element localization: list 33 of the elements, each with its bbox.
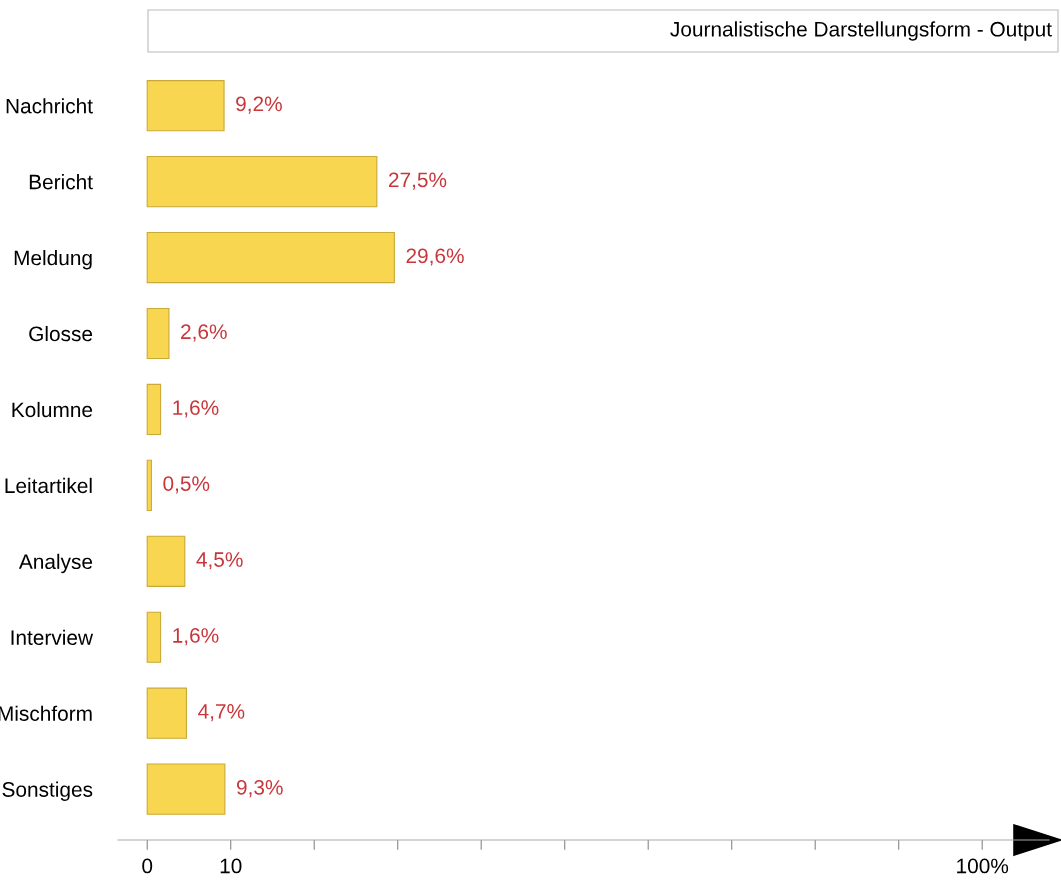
data-label: 29,6% bbox=[406, 248, 464, 266]
y-tick-label: Kolumne bbox=[12, 401, 93, 418]
y-tick-label: Bericht bbox=[29, 174, 93, 190]
data-label: 0,5% bbox=[163, 476, 210, 494]
y-tick-label: Leitartikel bbox=[5, 477, 92, 494]
bar bbox=[146, 156, 378, 208]
bar bbox=[146, 383, 162, 436]
data-label: 1,6% bbox=[173, 628, 219, 646]
bar bbox=[146, 231, 395, 284]
bar bbox=[146, 307, 170, 360]
bar bbox=[146, 611, 162, 663]
data-label: 4,5% bbox=[196, 552, 243, 570]
data-label: 27,5% bbox=[389, 172, 447, 190]
data-label: 4,7% bbox=[198, 704, 245, 722]
y-tick-label: Meldung bbox=[14, 250, 92, 270]
y-tick-label: Nachricht bbox=[6, 98, 93, 114]
data-label: 2,6% bbox=[181, 324, 227, 342]
data-label: 9,3% bbox=[236, 779, 283, 798]
x-tick-label: 100% bbox=[957, 858, 1009, 874]
bar bbox=[146, 459, 152, 511]
y-tick-label: Sonstiges bbox=[2, 781, 93, 801]
bar bbox=[146, 535, 186, 587]
chart-title: Journalistische Darstellungsform - Output bbox=[670, 21, 1052, 41]
y-tick-label: Analyse bbox=[18, 553, 93, 574]
y-tick-label: Glosse bbox=[29, 325, 93, 342]
x-tick-label: 0 bbox=[142, 858, 153, 874]
bar bbox=[146, 763, 226, 815]
data-label: 1,6% bbox=[173, 400, 219, 418]
x-tick-label: 10 bbox=[220, 858, 242, 874]
bar bbox=[146, 80, 225, 132]
data-label: 9,2% bbox=[236, 96, 282, 114]
bar bbox=[146, 687, 188, 739]
y-tick-label: Interview bbox=[11, 629, 94, 645]
